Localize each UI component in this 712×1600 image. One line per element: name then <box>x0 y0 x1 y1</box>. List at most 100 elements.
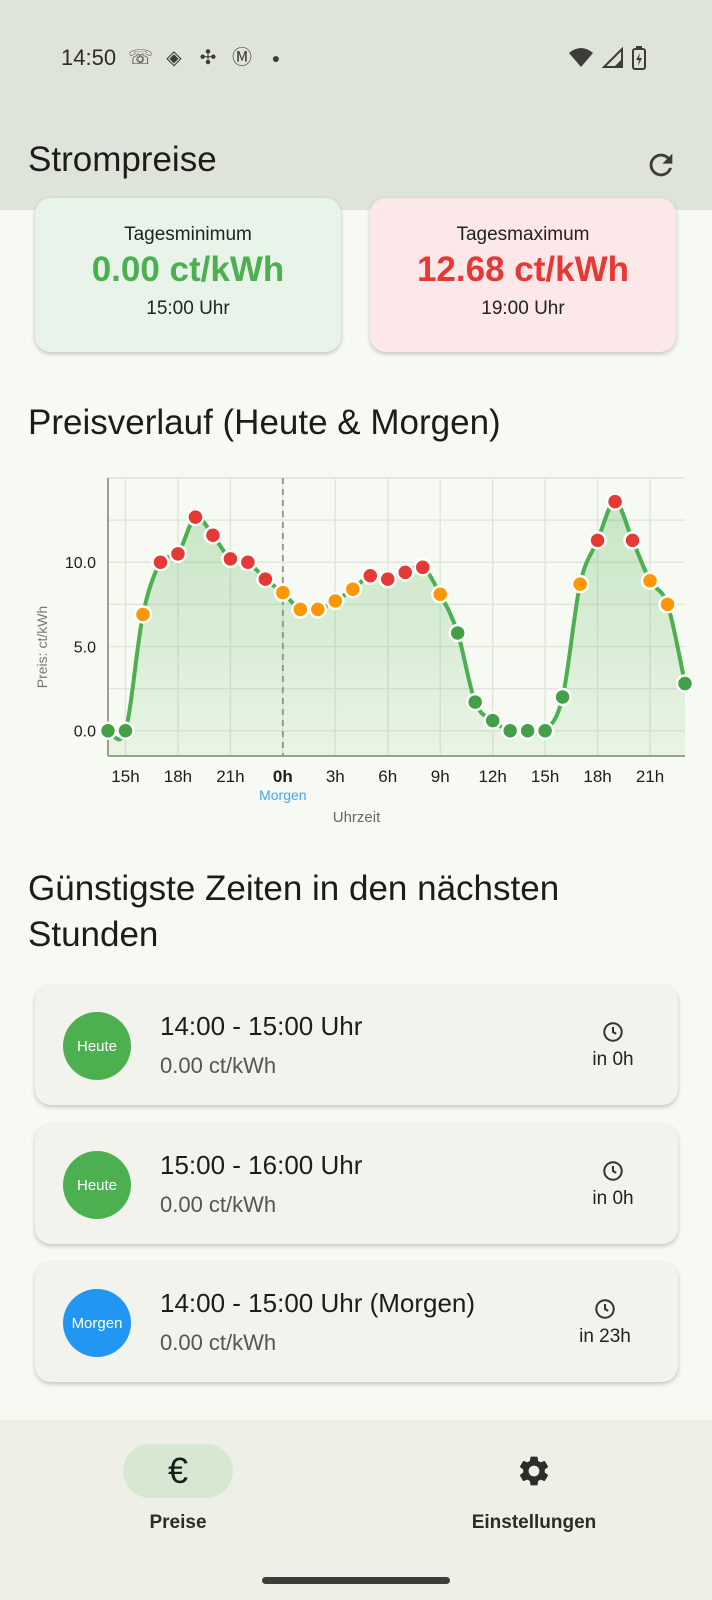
more-dot-icon: ● <box>271 50 281 66</box>
x-tick-label: 0h <box>273 767 293 786</box>
daily-minimum-card: Tagesminimum 0.00 ct/kWh 15:00 Uhr <box>35 198 341 352</box>
price-point <box>518 721 537 740</box>
price-point <box>273 583 293 602</box>
price-point <box>605 492 625 511</box>
system-icons <box>568 46 646 70</box>
price-point <box>133 605 153 624</box>
slot-time: 14:00 - 15:00 Uhr <box>160 1011 363 1041</box>
day-badge: Heute <box>63 1151 131 1219</box>
x-tick-label: 9h <box>431 767 450 786</box>
gear-icon <box>519 1456 549 1486</box>
price-point <box>151 552 170 572</box>
app-bar: Strompreise <box>0 118 712 210</box>
battery-icon <box>632 46 646 70</box>
missed-call-icon: ☏ <box>128 47 154 69</box>
slot-price: 0.00 ct/kWh <box>160 1192 277 1217</box>
price-area <box>108 501 685 756</box>
clock-icon <box>603 1161 623 1181</box>
clock-icon <box>603 1022 623 1042</box>
price-point <box>675 674 695 693</box>
price-point <box>326 591 345 611</box>
signal-icon <box>602 47 623 68</box>
cheapest-slot-2[interactable]: Heute 15:00 - 16:00 Uhr 0.00 ct/kWh in 0… <box>35 1124 678 1244</box>
slot-eta: in 23h <box>579 1326 631 1347</box>
price-point <box>256 569 275 589</box>
notification-icons: ☏ ◈ ✣ Ⓜ ● <box>128 46 288 70</box>
refresh-icon[interactable] <box>644 148 678 182</box>
x-tick-label: 18h <box>164 767 192 786</box>
tomorrow-label: Morgen <box>259 787 306 803</box>
nav-prices-pill: € <box>123 1444 233 1498</box>
price-point <box>186 507 205 527</box>
cheapest-slot-1[interactable]: Heute 14:00 - 15:00 Uhr 0.00 ct/kWh in 0… <box>35 985 678 1105</box>
price-point <box>553 687 572 707</box>
status-bar: 14:50 ☏ ◈ ✣ Ⓜ ● <box>0 0 712 118</box>
slot-time: 14:00 - 15:00 Uhr (Morgen) <box>160 1288 476 1318</box>
x-tick-label: 21h <box>216 767 244 786</box>
slot-eta: in 0h <box>592 1049 634 1070</box>
price-point <box>465 692 485 712</box>
page-title: Strompreise <box>28 140 217 179</box>
clock-icon <box>595 1299 615 1319</box>
price-point <box>500 721 520 740</box>
bottom-navigation: € Preise Einstellungen <box>0 1420 712 1600</box>
price-point <box>343 579 363 599</box>
cheapest-section-title: Günstigste Zeiten in den nächsten Stunde… <box>28 869 560 954</box>
x-tick-label: 15h <box>531 767 559 786</box>
x-tick-label: 6h <box>378 767 397 786</box>
x-tick-label: 18h <box>583 767 611 786</box>
fan-icon: ✣ <box>199 47 217 69</box>
nav-settings[interactable]: Einstellungen <box>454 1444 614 1534</box>
x-tick-label: 12h <box>478 767 506 786</box>
x-tick-label: 3h <box>326 767 345 786</box>
price-point <box>203 526 223 545</box>
price-point <box>221 549 240 569</box>
cheapest-slot-3[interactable]: Morgen 14:00 - 15:00 Uhr (Morgen) 0.00 c… <box>35 1262 678 1382</box>
daily-maximum-label: Tagesmaximum <box>456 224 590 245</box>
price-point <box>430 585 450 604</box>
price-point <box>640 571 660 591</box>
slot-price: 0.00 ct/kWh <box>160 1053 277 1078</box>
daily-maximum-value: 12.68 ct/kWh <box>416 250 630 289</box>
price-point <box>448 623 467 643</box>
price-point <box>570 574 590 594</box>
slot-time: 15:00 - 16:00 Uhr <box>160 1150 363 1180</box>
y-axis-label: Preis: ct/kWh <box>34 606 50 688</box>
x-tick-label: 21h <box>636 767 664 786</box>
daily-maximum-card: Tagesmaximum 12.68 ct/kWh 19:00 Uhr <box>370 198 676 352</box>
price-point <box>395 563 415 582</box>
price-point <box>483 711 502 730</box>
nav-settings-pill <box>479 1444 589 1498</box>
nav-prices-label: Preise <box>149 1512 207 1533</box>
x-tick-label: 15h <box>111 767 139 786</box>
euro-icon: € <box>167 1450 189 1491</box>
price-point <box>361 566 380 585</box>
price-point <box>378 569 398 589</box>
x-axis-label: Uhrzeit <box>333 809 381 826</box>
price-point <box>658 595 677 614</box>
slot-eta: in 0h <box>592 1188 634 1209</box>
diamond-app-icon: ◈ <box>166 47 182 69</box>
price-chart: 0.0 5.0 10.0 15h 18h 21h 0h 3h 6h 9h 12h 15h 18h 21h M… <box>34 477 695 826</box>
mail-icon: Ⓜ <box>232 47 252 69</box>
price-point <box>238 552 258 572</box>
price-point <box>98 721 118 740</box>
daily-maximum-time: 19:00 Uhr <box>481 298 565 319</box>
price-point <box>535 721 555 740</box>
wifi-icon <box>569 48 593 67</box>
home-indicator[interactable] <box>262 1577 450 1584</box>
y-tick-label: 0.0 <box>74 724 96 741</box>
nav-settings-label: Einstellungen <box>471 1512 597 1533</box>
nav-prices[interactable]: € Preise <box>108 1444 248 1534</box>
y-tick-label: 5.0 <box>74 639 96 656</box>
daily-minimum-time: 15:00 Uhr <box>146 298 230 319</box>
price-point <box>116 721 135 740</box>
day-badge: Heute <box>63 1012 131 1080</box>
price-point <box>588 531 607 550</box>
chart-section-title: Preisverlauf (Heute & Morgen) <box>28 403 501 442</box>
day-badge: Morgen <box>63 1289 131 1357</box>
slot-price: 0.00 ct/kWh <box>160 1330 277 1355</box>
y-tick-label: 10.0 <box>65 555 96 572</box>
daily-minimum-value: 0.00 ct/kWh <box>91 250 285 289</box>
status-time: 14:50 <box>61 45 117 70</box>
